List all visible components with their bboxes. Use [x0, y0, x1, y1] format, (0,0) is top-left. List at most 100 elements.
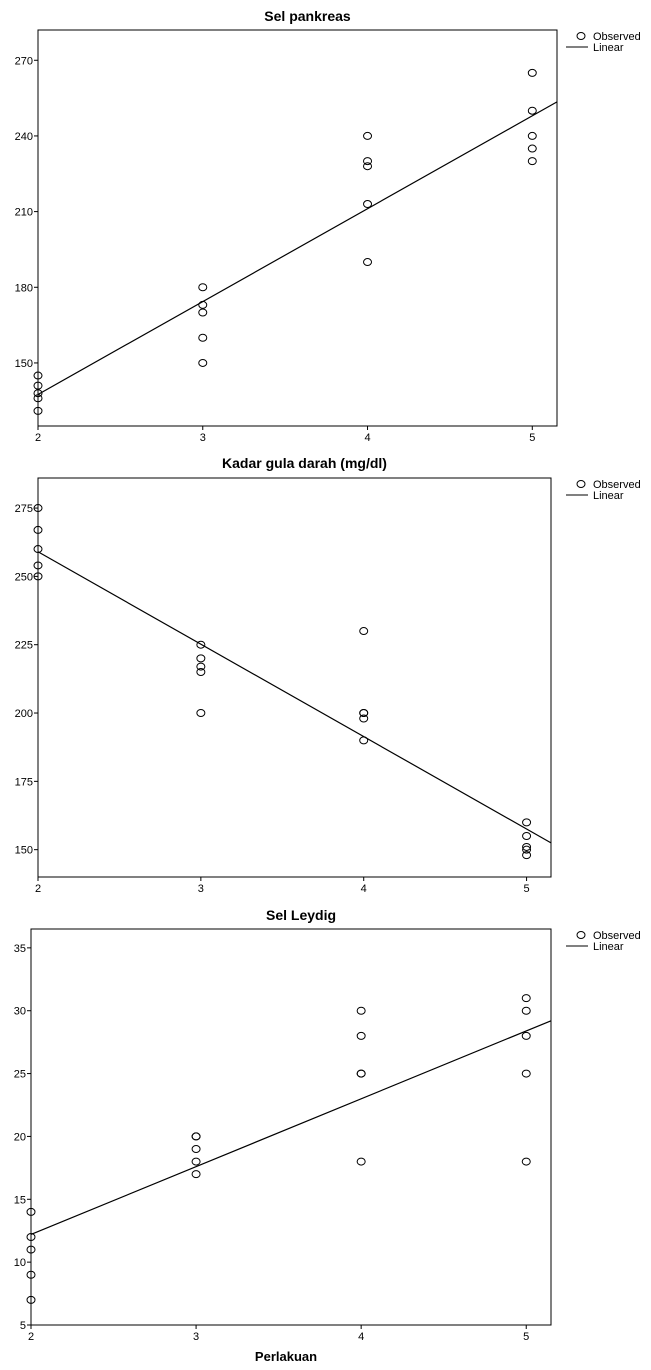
data-point: [363, 162, 373, 171]
data-point: [356, 1157, 366, 1166]
data-point: [26, 1270, 36, 1279]
chart-kadar-gula-darah: Kadar gula darah (mg/dl) 150 175 200 225 250 2…: [0, 442, 651, 897]
data-point: [191, 1157, 201, 1166]
data-point: [26, 1245, 36, 1254]
chart-sel-leydig: Sel Leydig 5 10 15 20 25 30 35 2 3 4 5 Observed Linea…: [0, 897, 651, 1346]
data-point: [33, 371, 43, 380]
x-tick-label: 2: [28, 1331, 34, 1343]
data-point: [33, 561, 43, 570]
x-axis-title-container: Perlakuan: [0, 1346, 651, 1370]
x-axis-title-svg: Perlakuan: [255, 1349, 317, 1364]
data-point: [363, 131, 373, 140]
y-tick-label: 180: [15, 282, 33, 294]
legend-observed-label: Observed: [593, 479, 641, 491]
y-tick-label: 25: [14, 1069, 26, 1081]
legend-observed-marker: [576, 480, 586, 488]
chart-title: Kadar gula darah (mg/dl): [222, 455, 387, 471]
data-point: [26, 1233, 36, 1241]
x-tick-label: 5: [523, 1331, 529, 1343]
data-point: [33, 545, 43, 554]
data-point: [196, 709, 206, 718]
data-point: [33, 381, 43, 390]
data-point: [26, 1207, 36, 1216]
chart-sel-pankreas: Sel pankreas 150 180 210 240 270 2 3 4 5 Observed L…: [0, 0, 651, 442]
y-tick-label: 35: [14, 943, 26, 955]
data-point: [33, 504, 43, 513]
y-tick-label: 20: [14, 1131, 26, 1143]
y-tick-label: 10: [14, 1257, 26, 1269]
data-point: [521, 994, 531, 1003]
data-point: [522, 845, 532, 854]
linear-fit-line: [30, 1020, 552, 1236]
data-point: [33, 572, 43, 581]
legend-observed-label: Observed: [593, 930, 641, 942]
plot-frame: [30, 928, 552, 1326]
y-tick-label: 15: [14, 1194, 26, 1206]
data-point: [33, 389, 43, 398]
y-tick-label: 275: [15, 503, 33, 515]
data-point: [356, 1031, 366, 1040]
data-point: [521, 1069, 531, 1078]
y-tick-label: 30: [14, 1006, 26, 1018]
data-point: [198, 333, 208, 342]
x-tick-label: 4: [358, 1331, 364, 1343]
data-point: [527, 157, 537, 166]
data-point: [33, 406, 43, 415]
legend-observed-label: Observed: [593, 31, 641, 43]
data-point: [198, 308, 208, 317]
data-point: [363, 258, 373, 267]
y-tick-label: 210: [15, 207, 33, 219]
chart-svg: Sel pankreas 150 180 210 240 270 2 3 4 5 ObservedL…: [15, 8, 641, 442]
data-point: [26, 1295, 36, 1304]
x-tick-label: 5: [529, 432, 535, 442]
chart-title: Sel pankreas: [264, 8, 351, 24]
x-tick-label: 3: [200, 432, 206, 442]
legend-linear-label: Linear: [593, 490, 624, 502]
data-point: [196, 640, 206, 649]
x-axis-title: Perlakuan: [255, 1349, 317, 1364]
y-tick-label: 200: [15, 708, 33, 720]
legend-linear-label: Linear: [593, 941, 624, 953]
data-point: [521, 1157, 531, 1166]
data-point: [196, 662, 206, 671]
data-point: [359, 627, 369, 636]
data-point: [521, 1006, 531, 1015]
data-point: [359, 709, 369, 718]
plot-frame: [37, 29, 558, 427]
y-tick-label: 175: [15, 776, 33, 788]
linear-fit-line: [37, 551, 552, 844]
y-tick-label: 270: [15, 55, 33, 67]
data-point: [191, 1132, 201, 1141]
x-tick-label: 2: [35, 432, 41, 442]
data-point: [527, 144, 537, 153]
x-tick-label: 5: [524, 883, 530, 895]
y-tick-label: 150: [15, 845, 33, 857]
x-tick-label: 4: [364, 432, 370, 442]
x-tick-label: 3: [198, 883, 204, 895]
data-point: [363, 200, 373, 209]
data-point: [198, 358, 208, 367]
data-point: [198, 283, 208, 292]
legend-observed-marker: [576, 32, 586, 40]
legend-observed-marker: [576, 931, 586, 939]
data-point: [356, 1006, 366, 1015]
data-point: [191, 1170, 201, 1179]
data-point: [521, 1031, 531, 1040]
chart-svg: Kadar gula darah (mg/dl) 150 175 200 225 250 2…: [15, 455, 641, 895]
y-tick-label: 240: [15, 131, 33, 143]
data-point: [196, 668, 206, 677]
data-point: [33, 525, 43, 534]
data-point: [522, 851, 532, 860]
data-point: [196, 654, 206, 663]
y-tick-label: 150: [15, 358, 33, 370]
data-point: [363, 157, 373, 166]
chart-svg: Sel Leydig 5 10 15 20 25 30 35 2 3 4 5 ObservedLinea…: [14, 907, 641, 1343]
data-point: [522, 832, 532, 841]
x-tick-label: 3: [193, 1331, 199, 1343]
data-point: [33, 394, 43, 403]
data-point: [527, 106, 537, 115]
data-point: [359, 714, 369, 723]
y-tick-label: 5: [20, 1320, 26, 1332]
x-tick-label: 2: [35, 883, 41, 895]
chart-title: Sel Leydig: [266, 907, 336, 923]
